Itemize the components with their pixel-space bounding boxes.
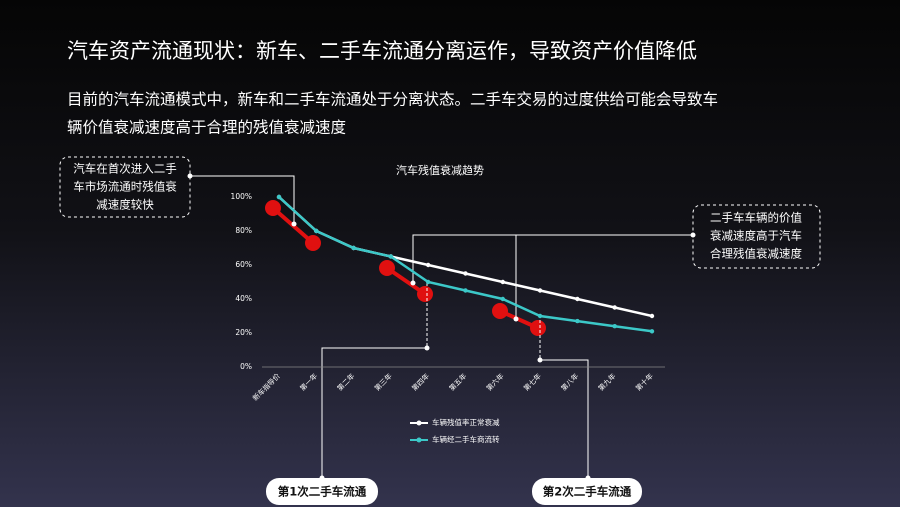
subtitle: 目前的汽车流通模式中，新车和二手车流通处于分离状态。二手车交易的过度供给可能会导… [67,91,718,109]
y-tick-label: 20% [235,328,252,337]
legend-label: 车辆经二手车商流转 [432,434,500,444]
annotation-text: 二手车车辆的价值 [710,211,802,225]
subtitle: 辆价值衰减速度高于合理的残值衰减速度 [67,119,346,137]
y-tick-label: 60% [235,260,252,269]
data-point [500,279,505,285]
y-tick-label: 40% [235,294,252,303]
data-point [649,313,655,319]
annotation-text: 衰减速度高于汽车 [710,229,802,243]
legend-swatch [416,437,422,443]
data-point [575,318,580,324]
annotation-label: 第1次二手车流通 [278,485,367,499]
annotation-first: 第1次二手车流通 [266,283,430,505]
annotation-text: 车市场流通时残值衰 [73,180,177,194]
annotation-text: 合理残值衰减速度 [710,247,802,261]
data-point [426,279,431,285]
data-point [537,288,543,293]
data-point [575,296,580,302]
annotation-label: 第2次二手车流通 [543,485,632,499]
data-point [314,228,319,234]
data-point [351,245,356,251]
data-point [649,329,655,334]
y-tick-label: 0% [240,362,252,371]
data-point [463,271,468,276]
legend-label: 车辆残值率正常衰减 [432,417,500,427]
slide-title: 汽车资产流通现状：新车、二手车流通分离运作，导致资产价值降低 [67,39,697,63]
y-tick-label: 100% [231,192,252,201]
data-point [612,305,617,310]
annotation-second: 第2次二手车流通 [532,320,642,505]
legend-swatch [416,420,422,426]
annotation-text: 汽车在首次进入二手 [73,162,177,176]
data-point [463,288,468,293]
data-point [537,313,543,319]
annotation-left: 汽车在首次进入二手 车市场流通时残值衰 减速度较快 [59,156,297,227]
data-point [388,254,394,259]
chart-title: 汽车残值衰减趋势 [396,163,484,177]
y-tick-label: 80% [235,226,252,235]
highlights [265,200,546,336]
data-point [612,324,617,329]
data-point [500,296,505,302]
annotation-text: 减速度较快 [96,198,154,212]
data-point [276,194,282,200]
data-point [426,262,431,268]
annotation-right: 二手车车辆的价值 衰减速度高于汽车 合理残值衰减速度 [410,204,821,322]
